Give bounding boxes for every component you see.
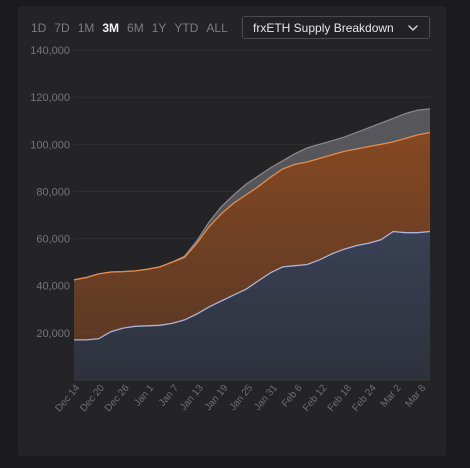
x-tick-label: Jan 13 <box>178 383 206 413</box>
metric-dropdown[interactable]: frxETH Supply Breakdown <box>242 16 430 39</box>
y-tick-label: 80,000 <box>36 186 70 198</box>
chevron-down-icon <box>408 24 418 31</box>
y-tick-label: 100,000 <box>30 139 70 151</box>
range-tab-6m[interactable]: 6M <box>127 21 144 35</box>
series-1-area <box>74 231 430 380</box>
range-tab-1y[interactable]: 1Y <box>151 21 167 35</box>
dropdown-label: frxETH Supply Breakdown <box>253 20 394 35</box>
x-tick-label: Dec 14 <box>54 383 83 415</box>
x-tick-label: Mar 8 <box>403 383 428 410</box>
y-tick-label: 60,000 <box>36 234 70 246</box>
x-tick-label: Jan 1 <box>132 382 156 408</box>
range-tab-7d[interactable]: 7D <box>54 21 70 35</box>
y-tick-label: 40,000 <box>36 281 70 293</box>
range-selector: 1D 7D 1M 3M 6M 1Y YTD ALL <box>31 20 236 36</box>
x-tick-label: Jan 25 <box>228 383 256 413</box>
range-tab-all[interactable]: ALL <box>206 21 228 35</box>
x-tick-label: Feb 24 <box>350 383 379 414</box>
x-tick-label: Dec 26 <box>103 383 132 415</box>
series-2-area <box>74 132 430 340</box>
series-2-line <box>73 131 431 281</box>
x-tick-label: Mar 2 <box>379 383 404 410</box>
y-tick-label: 120,000 <box>30 92 70 104</box>
range-tab-3m[interactable]: 3M <box>102 21 120 35</box>
x-tick-label: Jan 31 <box>252 383 280 413</box>
x-tick-label: Feb 12 <box>301 382 330 413</box>
range-tab-1d[interactable]: 1D <box>31 21 47 35</box>
x-tick-label: Feb 18 <box>326 383 355 414</box>
x-tick-label: Dec 20 <box>78 383 107 415</box>
range-tab-ytd[interactable]: YTD <box>174 21 199 35</box>
range-tab-1m[interactable]: 1M <box>77 21 95 35</box>
y-tick-label: 20,000 <box>36 328 70 340</box>
series-1-line <box>74 230 431 341</box>
x-tick-label: Jan 19 <box>203 383 231 413</box>
y-tick-label: 140,000 <box>30 45 70 57</box>
x-tick-label: Jan 7 <box>157 383 181 409</box>
